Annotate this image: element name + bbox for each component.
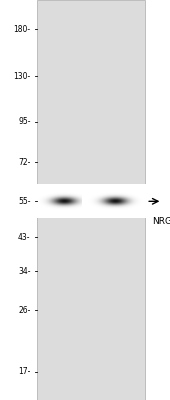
Text: 130-: 130-: [13, 72, 31, 81]
Text: 26-: 26-: [18, 306, 31, 315]
Bar: [37, 0, 145, 400]
Text: 34-: 34-: [18, 267, 31, 276]
Text: NRG3: NRG3: [152, 217, 170, 226]
Text: 72-: 72-: [18, 158, 31, 167]
Text: 180-: 180-: [13, 25, 31, 34]
Text: 55-: 55-: [18, 197, 31, 206]
Text: 43-: 43-: [18, 232, 31, 242]
Text: 17-: 17-: [18, 367, 31, 376]
Text: 95-: 95-: [18, 118, 31, 126]
